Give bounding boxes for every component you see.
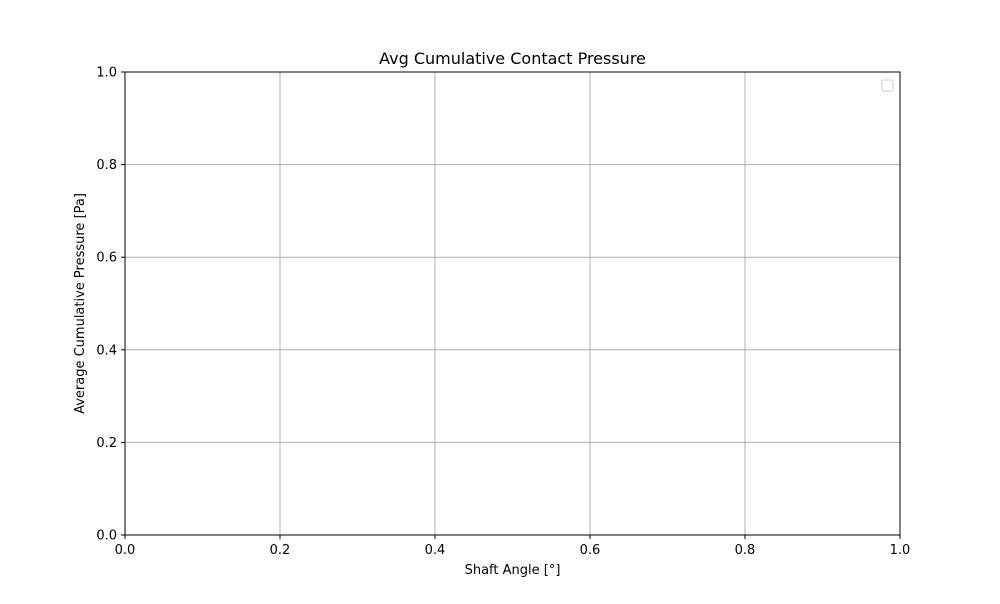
x-axis-ticks: 0.0 0.2 0.4 0.6 0.8 1.0 [115, 535, 911, 558]
y-axis-ticks: 0.0 0.2 0.4 0.6 0.8 1.0 [96, 66, 125, 544]
y-tick-label: 0.8 [96, 158, 117, 173]
y-tick-label: 0.2 [96, 436, 117, 451]
legend-box [881, 79, 894, 92]
x-tick-label: 0.6 [580, 543, 601, 558]
x-tick-label: 1.0 [890, 543, 911, 558]
x-tick-label: 0.2 [270, 543, 291, 558]
y-tick-label: 0.0 [96, 529, 117, 544]
chart-title: Avg Cumulative Contact Pressure [379, 49, 646, 68]
x-tick-label: 0.0 [115, 543, 136, 558]
y-tick-label: 0.4 [96, 343, 117, 358]
x-tick-label: 0.4 [425, 543, 446, 558]
y-axis-label: Average Cumulative Pressure [Pa] [73, 193, 88, 414]
grid-lines [124, 71, 901, 536]
plot-area-frame [124, 71, 901, 536]
x-axis-label: Shaft Angle [°] [465, 563, 561, 578]
y-tick-label: 1.0 [96, 66, 117, 81]
x-tick-label: 0.8 [735, 543, 756, 558]
y-tick-label: 0.6 [96, 251, 117, 266]
